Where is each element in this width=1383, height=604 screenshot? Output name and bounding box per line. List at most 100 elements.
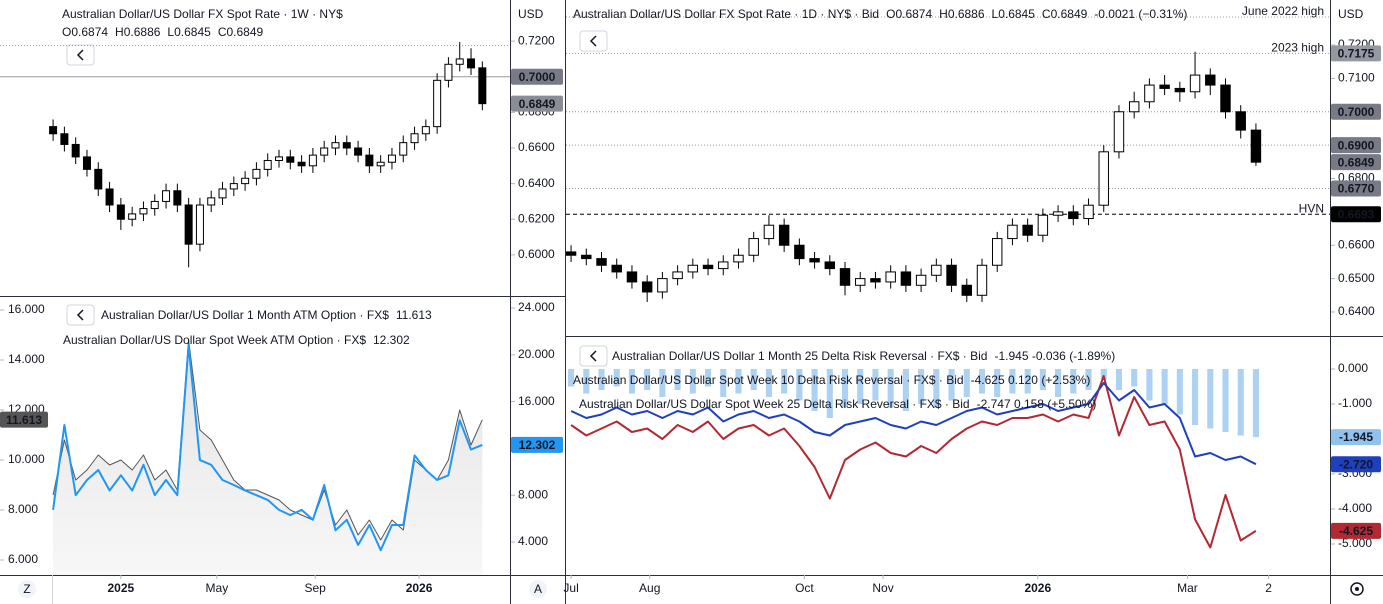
settings-button[interactable] xyxy=(1350,582,1364,596)
column xyxy=(1237,368,1244,436)
y2-tick-label: 8.000 xyxy=(518,487,548,501)
candle-body xyxy=(241,177,250,185)
line xyxy=(570,382,1257,466)
x-tick-label: Mar xyxy=(1177,581,1198,595)
scale-button[interactable]: Z xyxy=(18,580,36,598)
y-tick-label: 6.000 xyxy=(8,552,38,566)
legend-text: 11.613 xyxy=(396,308,432,322)
y2-tick-label: 20.000 xyxy=(518,347,555,361)
column xyxy=(1039,368,1046,390)
back-button[interactable] xyxy=(579,30,608,52)
candle-body xyxy=(976,264,988,296)
legend-text: C0.6849 xyxy=(1042,7,1088,21)
column xyxy=(841,368,849,408)
candle-body xyxy=(1144,84,1155,103)
legend-text: 12.302 xyxy=(373,333,410,347)
column xyxy=(1055,368,1062,397)
candle-body xyxy=(748,238,759,256)
legend-text: -1.945 -0.036 (-1.89%) xyxy=(994,349,1115,363)
legend-text: H0.6886 xyxy=(115,25,161,39)
candle-body xyxy=(1083,204,1094,220)
column xyxy=(857,368,864,404)
candle-body xyxy=(1128,101,1140,113)
candle-body xyxy=(331,142,340,149)
x-tick-label: 2026 xyxy=(1024,581,1051,595)
candle-body xyxy=(342,142,351,149)
candle-body xyxy=(286,156,295,163)
y2-tick-label: 4.000 xyxy=(518,534,548,548)
candle-body xyxy=(1189,74,1201,93)
back-button[interactable] xyxy=(66,304,95,326)
back-button[interactable] xyxy=(579,345,608,367)
y-tick-label: 0.000 xyxy=(1338,361,1368,375)
column xyxy=(933,368,940,408)
y-tick-label: 0.6000 xyxy=(518,247,555,261)
candle-body xyxy=(60,133,69,145)
candle-body xyxy=(308,154,317,167)
y-tick-label: 0.6600 xyxy=(1338,237,1375,251)
candle-body xyxy=(128,213,137,220)
candle-body xyxy=(116,204,125,220)
candle-body xyxy=(82,156,91,170)
plot-area xyxy=(568,368,1259,549)
column xyxy=(720,368,727,397)
candle-body xyxy=(229,183,238,190)
candle-body xyxy=(354,147,363,156)
candle-body xyxy=(839,268,851,286)
candle-body xyxy=(702,264,714,270)
candle-body xyxy=(162,190,171,202)
price-box xyxy=(511,436,563,453)
candle-body xyxy=(1007,224,1018,240)
line xyxy=(52,344,483,552)
column xyxy=(689,368,696,394)
scale-button[interactable]: A xyxy=(529,580,547,598)
price-box-label: 11.613 xyxy=(6,413,42,427)
candle-body xyxy=(1037,214,1049,236)
candle-body xyxy=(946,264,957,286)
price-box xyxy=(1331,137,1381,154)
candle-body xyxy=(991,238,1003,266)
price-box-label: 0.6693 xyxy=(1338,207,1375,221)
candle-body xyxy=(207,197,216,206)
column xyxy=(1009,368,1016,394)
x-tick-label: Oct xyxy=(795,581,814,595)
y-tick-label: -1.000 xyxy=(1338,396,1372,410)
column xyxy=(1192,368,1199,425)
column xyxy=(750,368,757,390)
column xyxy=(918,368,925,404)
plot-area xyxy=(52,339,483,575)
candle-body xyxy=(444,63,453,81)
candle-body xyxy=(365,154,374,167)
y-tick-label: 0.6500 xyxy=(1338,271,1375,285)
back-button[interactable] xyxy=(66,44,95,66)
y-tick-label: 8.000 xyxy=(8,502,38,516)
axis-unit: USD xyxy=(1338,7,1364,21)
candle-body xyxy=(687,264,699,273)
price-box-label: 0.6900 xyxy=(1338,138,1375,152)
candle-body xyxy=(657,278,668,293)
candle-body xyxy=(596,258,607,266)
column xyxy=(1115,368,1123,390)
price-box xyxy=(511,68,563,85)
candle-body xyxy=(387,154,396,163)
column xyxy=(598,368,605,390)
column xyxy=(613,368,620,387)
candle-body xyxy=(566,251,577,256)
y-tick-label: 16.000 xyxy=(8,302,45,316)
candle-body xyxy=(1068,211,1079,220)
candle-body xyxy=(1098,151,1109,206)
price-box-label: 0.6849 xyxy=(519,97,556,111)
price-box-label: 0.7175 xyxy=(1338,47,1375,61)
candle-body xyxy=(410,133,419,144)
legend-text: -4.625 0.120 (+2.53%) xyxy=(971,373,1091,387)
candle-body xyxy=(297,161,306,167)
y-tick-label: 0.6600 xyxy=(518,140,555,154)
column xyxy=(659,368,666,397)
price-box-label: 0.7000 xyxy=(1338,105,1375,119)
legend-text: H0.6886 xyxy=(939,7,985,21)
y-tick-label: 10.000 xyxy=(8,452,45,466)
candle-body xyxy=(150,200,159,210)
column xyxy=(583,368,590,394)
candle-body xyxy=(1022,224,1033,236)
